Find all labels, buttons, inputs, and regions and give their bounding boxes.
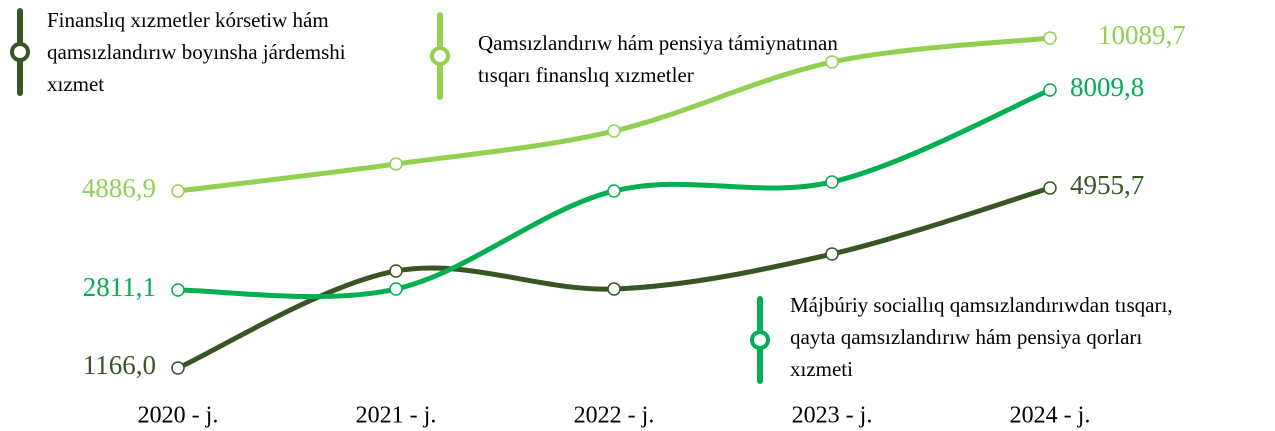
data-label: 8009,8: [1070, 72, 1144, 102]
legend-line: qamsızlandırıw boyınsha járdemshi: [47, 40, 346, 64]
point-marker: [171, 283, 185, 297]
point-marker: [825, 175, 839, 189]
data-label: 2811,1: [83, 272, 156, 302]
point-marker: [171, 184, 185, 198]
data-label: 4886,9: [82, 173, 156, 203]
legend-line: xızmet: [47, 72, 104, 96]
x-tick-label: 2024 - j.: [1010, 403, 1091, 429]
x-tick-label: 2020 - j.: [138, 403, 219, 429]
x-tick-label: 2023 - j.: [792, 403, 873, 429]
x-tick-label: 2022 - j.: [574, 403, 655, 429]
legend-line: Finanslıq xızmetler kórsetiw hám: [47, 8, 329, 32]
point-marker: [825, 55, 839, 69]
data-label: 4955,7: [1070, 170, 1144, 200]
point-marker: [389, 157, 403, 171]
data-label: 10089,7: [1098, 20, 1186, 50]
legend-line: Májbúriy sociallıq qamsızlandırıwdan tıs…: [790, 293, 1173, 317]
point-marker: [607, 282, 621, 296]
data-label: 1166,0: [83, 350, 156, 380]
legend-label: Finanslıq xızmetler kórsetiw hám qamsızla…: [47, 8, 346, 96]
point-marker: [1043, 83, 1057, 97]
legend-marker: [430, 46, 450, 66]
legend-line: xızmeti: [790, 357, 853, 381]
legend-line: qayta qamsızlandırıw hám pensiya qorları: [790, 325, 1142, 349]
legend-label: Májbúriy sociallıq qamsızlandırıwdan tıs…: [790, 293, 1173, 381]
point-marker: [1043, 31, 1057, 45]
point-marker: [171, 361, 185, 375]
legend-marker: [750, 330, 770, 350]
point-marker: [825, 247, 839, 261]
legend-line: Qamsızlandırıw hám pensiya támiynatınan: [478, 31, 838, 55]
point-marker: [1043, 181, 1057, 195]
point-marker: [607, 184, 621, 198]
legend-line: tısqarı finanslıq xızmetler: [478, 63, 694, 87]
legend-marker: [10, 42, 30, 62]
legend-label: Qamsızlandırıw hám pensiya támiynatınan t…: [478, 31, 838, 87]
point-marker: [389, 282, 403, 296]
point-marker: [389, 264, 403, 278]
point-marker: [607, 124, 621, 138]
x-tick-label: 2021 - j.: [356, 403, 437, 429]
